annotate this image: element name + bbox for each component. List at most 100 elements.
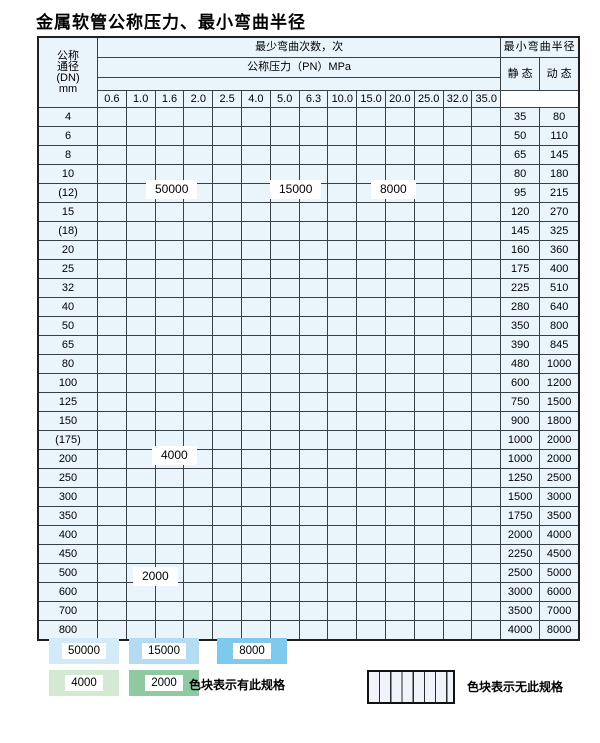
cell-empty [327, 601, 358, 621]
cell-empty [413, 335, 444, 355]
header-row-1: 公称 通径 (DN) mm 最少弯曲次数，次 最小弯曲半径 [37, 36, 580, 108]
cell-spec-c50000 [125, 202, 156, 222]
cell-spec-c50000 [183, 259, 214, 279]
cell-empty [384, 487, 415, 507]
cell-spec-c50000 [154, 259, 185, 279]
legend-swatch-label: 15000 [142, 642, 186, 660]
header-pressure-2.5: 2.5 [212, 90, 242, 108]
cell-spec-c50000 [212, 202, 242, 222]
cell-static-radius: 3000 [500, 582, 541, 602]
cell-spec-c15000 [327, 107, 358, 127]
cell-empty [471, 240, 502, 260]
cell-spec-c15000 [240, 297, 271, 317]
cell-spec-c15000 [269, 145, 300, 165]
cell-empty [269, 468, 300, 488]
cell-spec-c4000 [154, 411, 185, 431]
row-label-dn: 25 [37, 259, 98, 279]
table-row: 50 350 800 [37, 316, 580, 336]
cell-spec-c50000 [183, 107, 214, 127]
cell-spec-c4000 [240, 468, 271, 488]
cell-spec-c8000 [384, 259, 415, 279]
cell-empty [471, 164, 502, 184]
header-pressure-25.0: 25.0 [413, 90, 444, 108]
cell-dynamic-radius: 360 [539, 240, 580, 260]
cell-empty [413, 221, 444, 241]
cell-spec-c4000 [125, 392, 156, 412]
cell-empty [471, 468, 502, 488]
cell-empty [269, 487, 300, 507]
cell-empty [327, 563, 358, 583]
cell-empty [298, 430, 329, 450]
cell-spec-c15000 [269, 126, 300, 146]
cell-spec-c50000 [125, 221, 156, 241]
cell-empty [356, 373, 386, 393]
cell-empty [240, 601, 271, 621]
cell-empty [442, 240, 473, 260]
legend-swatch-15000: 15000 [129, 638, 199, 664]
cell-empty [442, 221, 473, 241]
cell-static-radius: 175 [500, 259, 541, 279]
legend-empty-swatch [367, 670, 455, 704]
cell-spec-c50000 [154, 221, 185, 241]
cell-spec-c50000 [183, 164, 214, 184]
cell-empty [413, 601, 444, 621]
cell-spec-c15000 [240, 145, 271, 165]
cell-empty [384, 620, 415, 641]
legend-swatch-8000: 8000 [217, 638, 287, 664]
row-label-dn: 32 [37, 278, 98, 298]
cell-spec-c15000 [269, 202, 300, 222]
cell-spec-c4000 [183, 468, 214, 488]
cell-spec-c4000 [125, 430, 156, 450]
cell-empty [298, 449, 329, 469]
cell-static-radius: 1500 [500, 487, 541, 507]
cell-empty [356, 468, 386, 488]
cell-spec-c2000 [154, 544, 185, 564]
cell-empty [413, 506, 444, 526]
legend-has-spec-note: 色块表示有此规格 [189, 678, 286, 692]
cell-empty [471, 354, 502, 374]
cell-dynamic-radius: 4500 [539, 544, 580, 564]
cell-spec-c4000 [125, 373, 156, 393]
cell-empty [442, 373, 473, 393]
cell-empty [384, 430, 415, 450]
table-row: 500 2500 5000 [37, 563, 580, 583]
cell-spec-c8000 [413, 240, 444, 260]
cell-static-radius: 65 [500, 145, 541, 165]
cell-spec-c50000 [183, 240, 214, 260]
cell-empty [298, 525, 329, 545]
cell-spec-c50000 [183, 221, 214, 241]
table-row: 25 175 400 [37, 259, 580, 279]
row-label-dn: (18) [37, 221, 98, 241]
cell-spec-c8000 [327, 278, 358, 298]
cell-dynamic-radius: 5000 [539, 563, 580, 583]
cell-spec-c50000 [97, 107, 127, 127]
cell-spec-c4000 [97, 487, 127, 507]
cell-static-radius: 2500 [500, 563, 541, 583]
cell-spec-c2000 [212, 544, 242, 564]
cell-spec-c50000 [97, 202, 127, 222]
cell-spec-c4000 [183, 373, 214, 393]
row-label-dn: 50 [37, 316, 98, 336]
cell-empty [413, 468, 444, 488]
header-pressure: 公称压力（PN）MPa [96, 57, 502, 78]
cell-empty [442, 525, 473, 545]
cell-spec-c8000 [356, 297, 386, 317]
table-row: 100 600 1200 [37, 373, 580, 393]
table-row: 400 2000 4000 [37, 525, 580, 545]
cell-empty [384, 506, 415, 526]
cell-empty [442, 164, 473, 184]
cell-spec-c2000 [183, 506, 214, 526]
row-label-dn: 20 [37, 240, 98, 260]
cell-empty [327, 544, 358, 564]
legend-swatch-label: 50000 [62, 642, 106, 660]
cell-dynamic-radius: 800 [539, 316, 580, 336]
cell-empty [413, 544, 444, 564]
header-pressure-spacer [96, 77, 502, 91]
cell-empty [471, 582, 502, 602]
cell-empty [442, 449, 473, 469]
value-tag-15000: 15000 [270, 180, 322, 200]
cell-empty [413, 392, 444, 412]
cell-spec-c4000 [97, 430, 127, 450]
cell-spec-c2000 [125, 601, 156, 621]
cell-spec-c50000 [154, 164, 185, 184]
